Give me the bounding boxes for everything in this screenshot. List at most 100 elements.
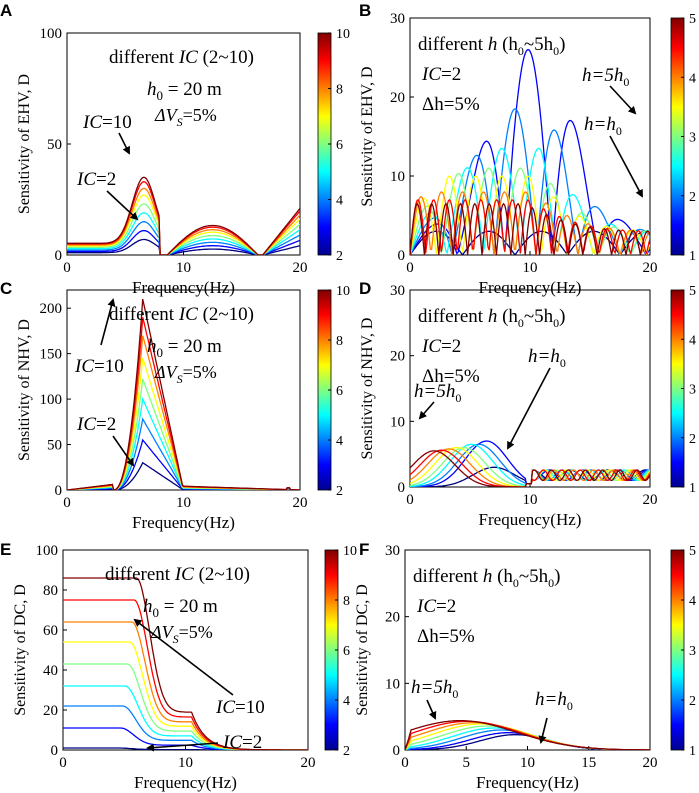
annotation-arrow xyxy=(112,435,135,467)
annotation-dvs: ΔVS=5% xyxy=(150,622,213,646)
annotation-text: 0 xyxy=(553,44,559,58)
annotation-text: h xyxy=(488,306,498,327)
annotation-text: S xyxy=(173,632,179,646)
x-tick-label: 10 xyxy=(523,260,538,276)
annotation-text: IC xyxy=(82,112,102,133)
annotation-arrow xyxy=(609,135,643,198)
series-group xyxy=(405,720,650,750)
series-line xyxy=(67,194,300,255)
annotation-text: =2 xyxy=(441,64,461,85)
y-axis-label: Sensitivity of EHV, D xyxy=(16,74,33,214)
annotation-text: IC xyxy=(178,304,198,325)
y-tick-label: 50 xyxy=(47,137,62,153)
colorbar-tick-label: 2 xyxy=(689,190,696,205)
y-tick-label: 20 xyxy=(390,349,405,365)
annotation-text: (2~10) xyxy=(194,564,250,585)
colorbar-tick-label: 4 xyxy=(689,594,696,609)
annotation-h-bottom: h=h0 xyxy=(584,114,622,138)
y-tick-label: 0 xyxy=(398,480,406,496)
y-tick-label: 40 xyxy=(43,663,58,679)
series-line xyxy=(67,221,300,255)
x-tick-label: 20 xyxy=(293,495,308,511)
colorbar-tick-label: 6 xyxy=(336,138,343,153)
annotation-text: =2 xyxy=(96,414,116,435)
panel-label: C xyxy=(0,279,12,298)
series-line xyxy=(410,450,650,487)
annotation-h-top: h=5h0 xyxy=(414,381,461,405)
x-tick-label: 10 xyxy=(520,755,535,771)
y-tick-label: 100 xyxy=(40,26,63,42)
x-tick-label: 0 xyxy=(406,492,414,508)
annotation-ic-top: IC=10 xyxy=(82,112,132,133)
y-axis-label: Sensitivity of DC, D xyxy=(354,584,371,716)
annotation-text: h=5h xyxy=(582,65,623,86)
series-line xyxy=(67,229,300,255)
annotation-title: different IC (2~10) xyxy=(105,564,250,585)
x-tick-label: 20 xyxy=(301,755,316,771)
annotation-text: (h xyxy=(497,34,518,55)
annotation-text: ) xyxy=(559,306,565,327)
series-line xyxy=(67,176,300,255)
series-line xyxy=(410,448,650,487)
annotation-ic: IC=2 xyxy=(421,64,461,85)
annotation-text: IC xyxy=(76,414,96,435)
annotation-text: 0 xyxy=(518,316,524,330)
annotation-text: =2 xyxy=(96,169,116,190)
annotation-text: 0 xyxy=(560,356,566,370)
annotation-text: 0 xyxy=(157,345,164,360)
series-line xyxy=(67,238,300,255)
annotation-text: =10 xyxy=(102,112,132,133)
annotation-text: ΔV xyxy=(154,362,179,382)
series-line xyxy=(67,203,300,255)
annotation-ic: IC=2 xyxy=(416,596,456,617)
annotation-text: 0 xyxy=(518,44,524,58)
annotation-text: 0 xyxy=(452,687,458,701)
annotation-text: =10 xyxy=(94,356,124,377)
annotation-text: h=h xyxy=(584,114,616,135)
annotation-text: 0 xyxy=(623,75,629,89)
annotation-text: (h xyxy=(492,566,513,587)
annotation-arrow xyxy=(106,190,139,221)
y-tick-label: 60 xyxy=(43,623,58,639)
annotation-text: different xyxy=(418,306,488,327)
annotation-text: ~5h xyxy=(524,34,554,55)
annotation-arrow xyxy=(133,618,234,696)
y-tick-label: 0 xyxy=(393,743,401,759)
annotation-title: different h (h0~5h0) xyxy=(418,306,566,330)
x-axis-label: Frequency(Hz) xyxy=(479,278,582,297)
x-tick-label: 20 xyxy=(643,260,658,276)
annotation-h-bottom: h=h0 xyxy=(528,346,566,370)
panel-c: C0 10 20050100150200Frequency(Hz)Sensitivi… xyxy=(0,279,350,532)
colorbar-tick-label: 3 xyxy=(689,644,696,659)
y-tick-label: 0 xyxy=(55,483,63,499)
x-tick-label: 20 xyxy=(643,755,658,771)
colorbar-tick-label: 1 xyxy=(689,481,696,496)
annotation-h0: h0 = 20 m xyxy=(147,79,222,103)
annotation-text: =2 xyxy=(242,732,262,753)
series-line xyxy=(405,720,650,750)
annotation-text: h xyxy=(147,79,157,100)
colorbar-tick-label: 2 xyxy=(689,432,696,447)
series-group xyxy=(63,577,308,750)
annotation-text: 0 xyxy=(567,699,573,713)
annotation-ic-top: IC=10 xyxy=(215,697,265,718)
colorbar-tick-label: 4 xyxy=(689,333,696,348)
x-tick-label: 15 xyxy=(581,755,596,771)
annotation-text: =10 xyxy=(235,697,265,718)
series-group xyxy=(410,49,650,255)
annotation-text: ~5h xyxy=(519,566,549,587)
y-axis-label: Sensitivity of NHV, D xyxy=(359,318,376,460)
annotation-dvs: ΔVS=5% xyxy=(154,362,217,386)
y-axis-label: Sensitivity of NHV, D xyxy=(16,319,33,461)
colorbar-tick-label: 6 xyxy=(336,384,343,399)
series-line xyxy=(63,747,308,750)
x-axis-label: Frequency(Hz) xyxy=(479,510,582,529)
annotation-text: h=h xyxy=(528,346,560,367)
series-line xyxy=(67,212,300,255)
x-tick-label: 0 xyxy=(63,260,71,276)
